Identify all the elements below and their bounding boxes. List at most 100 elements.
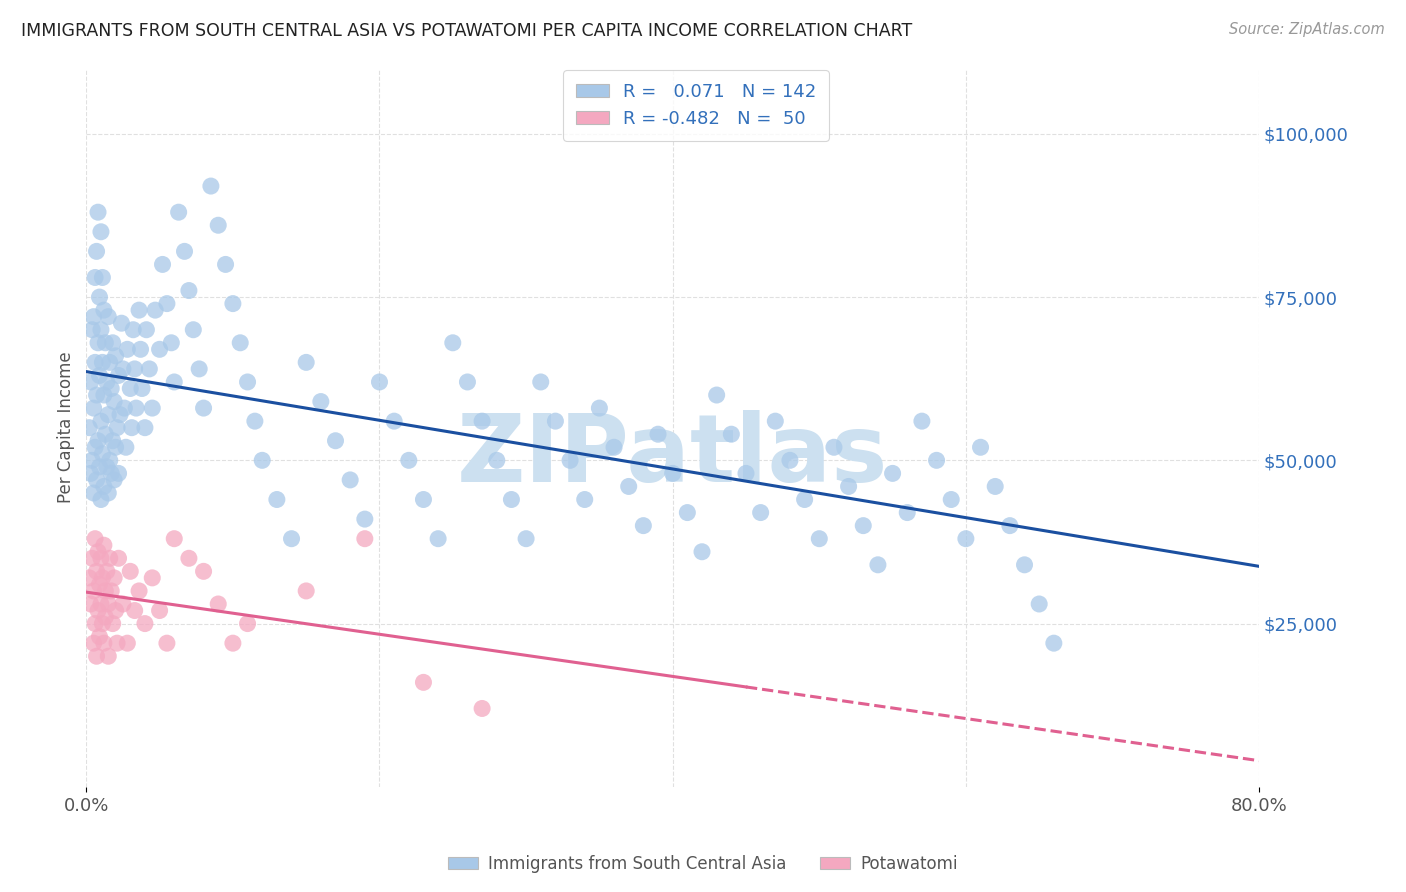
Point — [98, 355, 121, 369]
Point — [412, 675, 434, 690]
Point — [188, 362, 211, 376]
Point — [427, 532, 450, 546]
Point — [1043, 636, 1066, 650]
Point — [90, 551, 112, 566]
Point — [156, 636, 179, 650]
Point — [84, 270, 107, 285]
Point — [763, 414, 786, 428]
Point — [83, 636, 105, 650]
Point — [91, 270, 114, 285]
Point — [97, 486, 120, 500]
Point — [149, 343, 172, 357]
Point — [90, 323, 112, 337]
Point — [382, 414, 405, 428]
Point — [89, 290, 111, 304]
Point — [94, 583, 117, 598]
Point — [84, 532, 107, 546]
Point — [80, 597, 103, 611]
Point — [80, 467, 103, 481]
Point — [83, 310, 105, 324]
Point — [735, 467, 758, 481]
Point — [134, 420, 156, 434]
Point — [749, 506, 772, 520]
Point — [100, 382, 122, 396]
Point — [125, 401, 148, 415]
Point — [117, 343, 139, 357]
Point — [690, 545, 713, 559]
Point — [156, 296, 179, 310]
Point — [339, 473, 361, 487]
Point — [852, 518, 875, 533]
Point — [141, 401, 163, 415]
Point — [207, 219, 229, 233]
Point — [412, 492, 434, 507]
Point — [97, 649, 120, 664]
Point — [94, 610, 117, 624]
Point — [112, 401, 135, 415]
Point — [236, 616, 259, 631]
Point — [309, 394, 332, 409]
Point — [135, 323, 157, 337]
Point — [160, 335, 183, 350]
Point — [617, 479, 640, 493]
Point — [193, 565, 215, 579]
Point — [485, 453, 508, 467]
Point — [100, 583, 122, 598]
Point — [793, 492, 815, 507]
Point — [177, 551, 200, 566]
Point — [1014, 558, 1036, 572]
Point — [131, 382, 153, 396]
Point — [808, 532, 831, 546]
Point — [115, 440, 138, 454]
Point — [138, 362, 160, 376]
Point — [105, 420, 128, 434]
Point — [107, 551, 129, 566]
Point — [295, 583, 318, 598]
Point — [86, 473, 108, 487]
Point — [94, 335, 117, 350]
Point — [243, 414, 266, 428]
Point — [530, 375, 553, 389]
Point — [295, 355, 318, 369]
Point — [107, 467, 129, 481]
Point — [93, 636, 115, 650]
Point — [107, 368, 129, 383]
Point — [633, 518, 655, 533]
Point — [82, 551, 104, 566]
Point — [91, 616, 114, 631]
Point — [368, 375, 391, 389]
Point — [998, 518, 1021, 533]
Point — [121, 420, 143, 434]
Point — [103, 571, 125, 585]
Legend: Immigrants from South Central Asia, Potawatomi: Immigrants from South Central Asia, Pota… — [441, 848, 965, 880]
Point — [603, 440, 626, 454]
Point — [82, 323, 104, 337]
Point — [89, 368, 111, 383]
Point — [163, 375, 186, 389]
Point — [104, 603, 127, 617]
Point — [200, 179, 222, 194]
Point — [77, 420, 100, 434]
Point — [96, 565, 118, 579]
Point — [83, 583, 105, 598]
Point — [706, 388, 728, 402]
Point — [87, 545, 110, 559]
Point — [149, 603, 172, 617]
Point — [838, 479, 860, 493]
Point — [544, 414, 567, 428]
Point — [129, 343, 152, 357]
Point — [353, 512, 375, 526]
Point — [98, 453, 121, 467]
Point — [97, 408, 120, 422]
Point — [124, 603, 146, 617]
Point — [89, 630, 111, 644]
Y-axis label: Per Capita Income: Per Capita Income — [58, 351, 75, 503]
Point — [882, 467, 904, 481]
Point — [124, 362, 146, 376]
Point — [441, 335, 464, 350]
Point — [779, 453, 801, 467]
Point — [896, 506, 918, 520]
Point — [177, 284, 200, 298]
Point — [94, 427, 117, 442]
Point — [236, 375, 259, 389]
